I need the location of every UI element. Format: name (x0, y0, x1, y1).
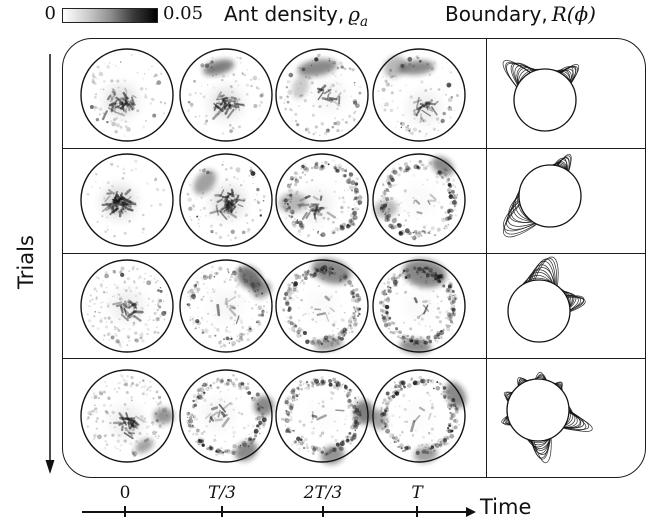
density-plot-trial3-time4 (372, 259, 466, 354)
density-plot-trial2-time1 (80, 153, 174, 247)
density-plot-trial4-time3 (275, 369, 375, 465)
colorbar-max-label: 0.05 (163, 3, 204, 24)
density-plot-trial3-time2 (179, 259, 273, 353)
row-divider-3 (63, 358, 645, 360)
time-tick-1 (124, 506, 126, 517)
time-tick-label-T3: T/3 (208, 483, 236, 503)
row-divider-1 (63, 148, 645, 150)
time-tick-label-0: 0 (119, 483, 131, 503)
boundary-plot-trial3 (507, 256, 586, 343)
time-tick-label-T: T (411, 483, 423, 503)
trials-arrow-icon (45, 54, 55, 474)
colorbar-gradient (62, 8, 158, 23)
column-divider (486, 39, 488, 477)
row-divider-2 (63, 253, 645, 255)
time-axis-arrowhead-icon (466, 507, 476, 517)
density-plot-trial1-time4 (372, 48, 466, 142)
density-plot-trial1-time1 (80, 48, 174, 142)
density-plot-trial2-time2 (179, 153, 273, 247)
density-plot-trial4-time2 (179, 369, 274, 463)
density-title: Ant density, ϱa (224, 2, 368, 30)
boundary-title: Boundary, R(ϕ) (445, 2, 596, 26)
boundary-plot-trial4 (501, 371, 593, 464)
density-plot-trial3-time3 (275, 258, 369, 353)
time-axis-label: Time (480, 495, 532, 519)
time-axis-line (82, 511, 466, 513)
density-plot-trial4-time4 (370, 369, 467, 463)
boundary-symbol: R(ϕ) (551, 2, 596, 26)
time-tick-3 (322, 506, 324, 517)
density-plot-trial2-time3 (275, 153, 369, 247)
density-plot-trial1-time3 (275, 48, 369, 142)
boundary-plot-trial1 (502, 60, 580, 132)
density-plot-trial1-time2 (179, 48, 273, 142)
time-tick-label-2T3: 2T/3 (303, 483, 343, 503)
density-plot-trial2-time4 (372, 153, 466, 247)
colorbar-min-label: 0 (44, 3, 56, 24)
trials-axis-label: Trials (14, 235, 38, 289)
density-plot-trial4-time1 (80, 369, 174, 463)
boundary-title-text: Boundary, (445, 2, 548, 26)
density-symbol: ϱ (348, 2, 361, 26)
density-plot-trial3-time1 (80, 259, 174, 353)
boundary-plot-trial2 (503, 154, 582, 238)
time-tick-4 (416, 506, 418, 517)
density-symbol-subscript: a (360, 14, 369, 30)
time-tick-2 (221, 506, 223, 517)
density-title-text: Ant density, (224, 2, 345, 26)
